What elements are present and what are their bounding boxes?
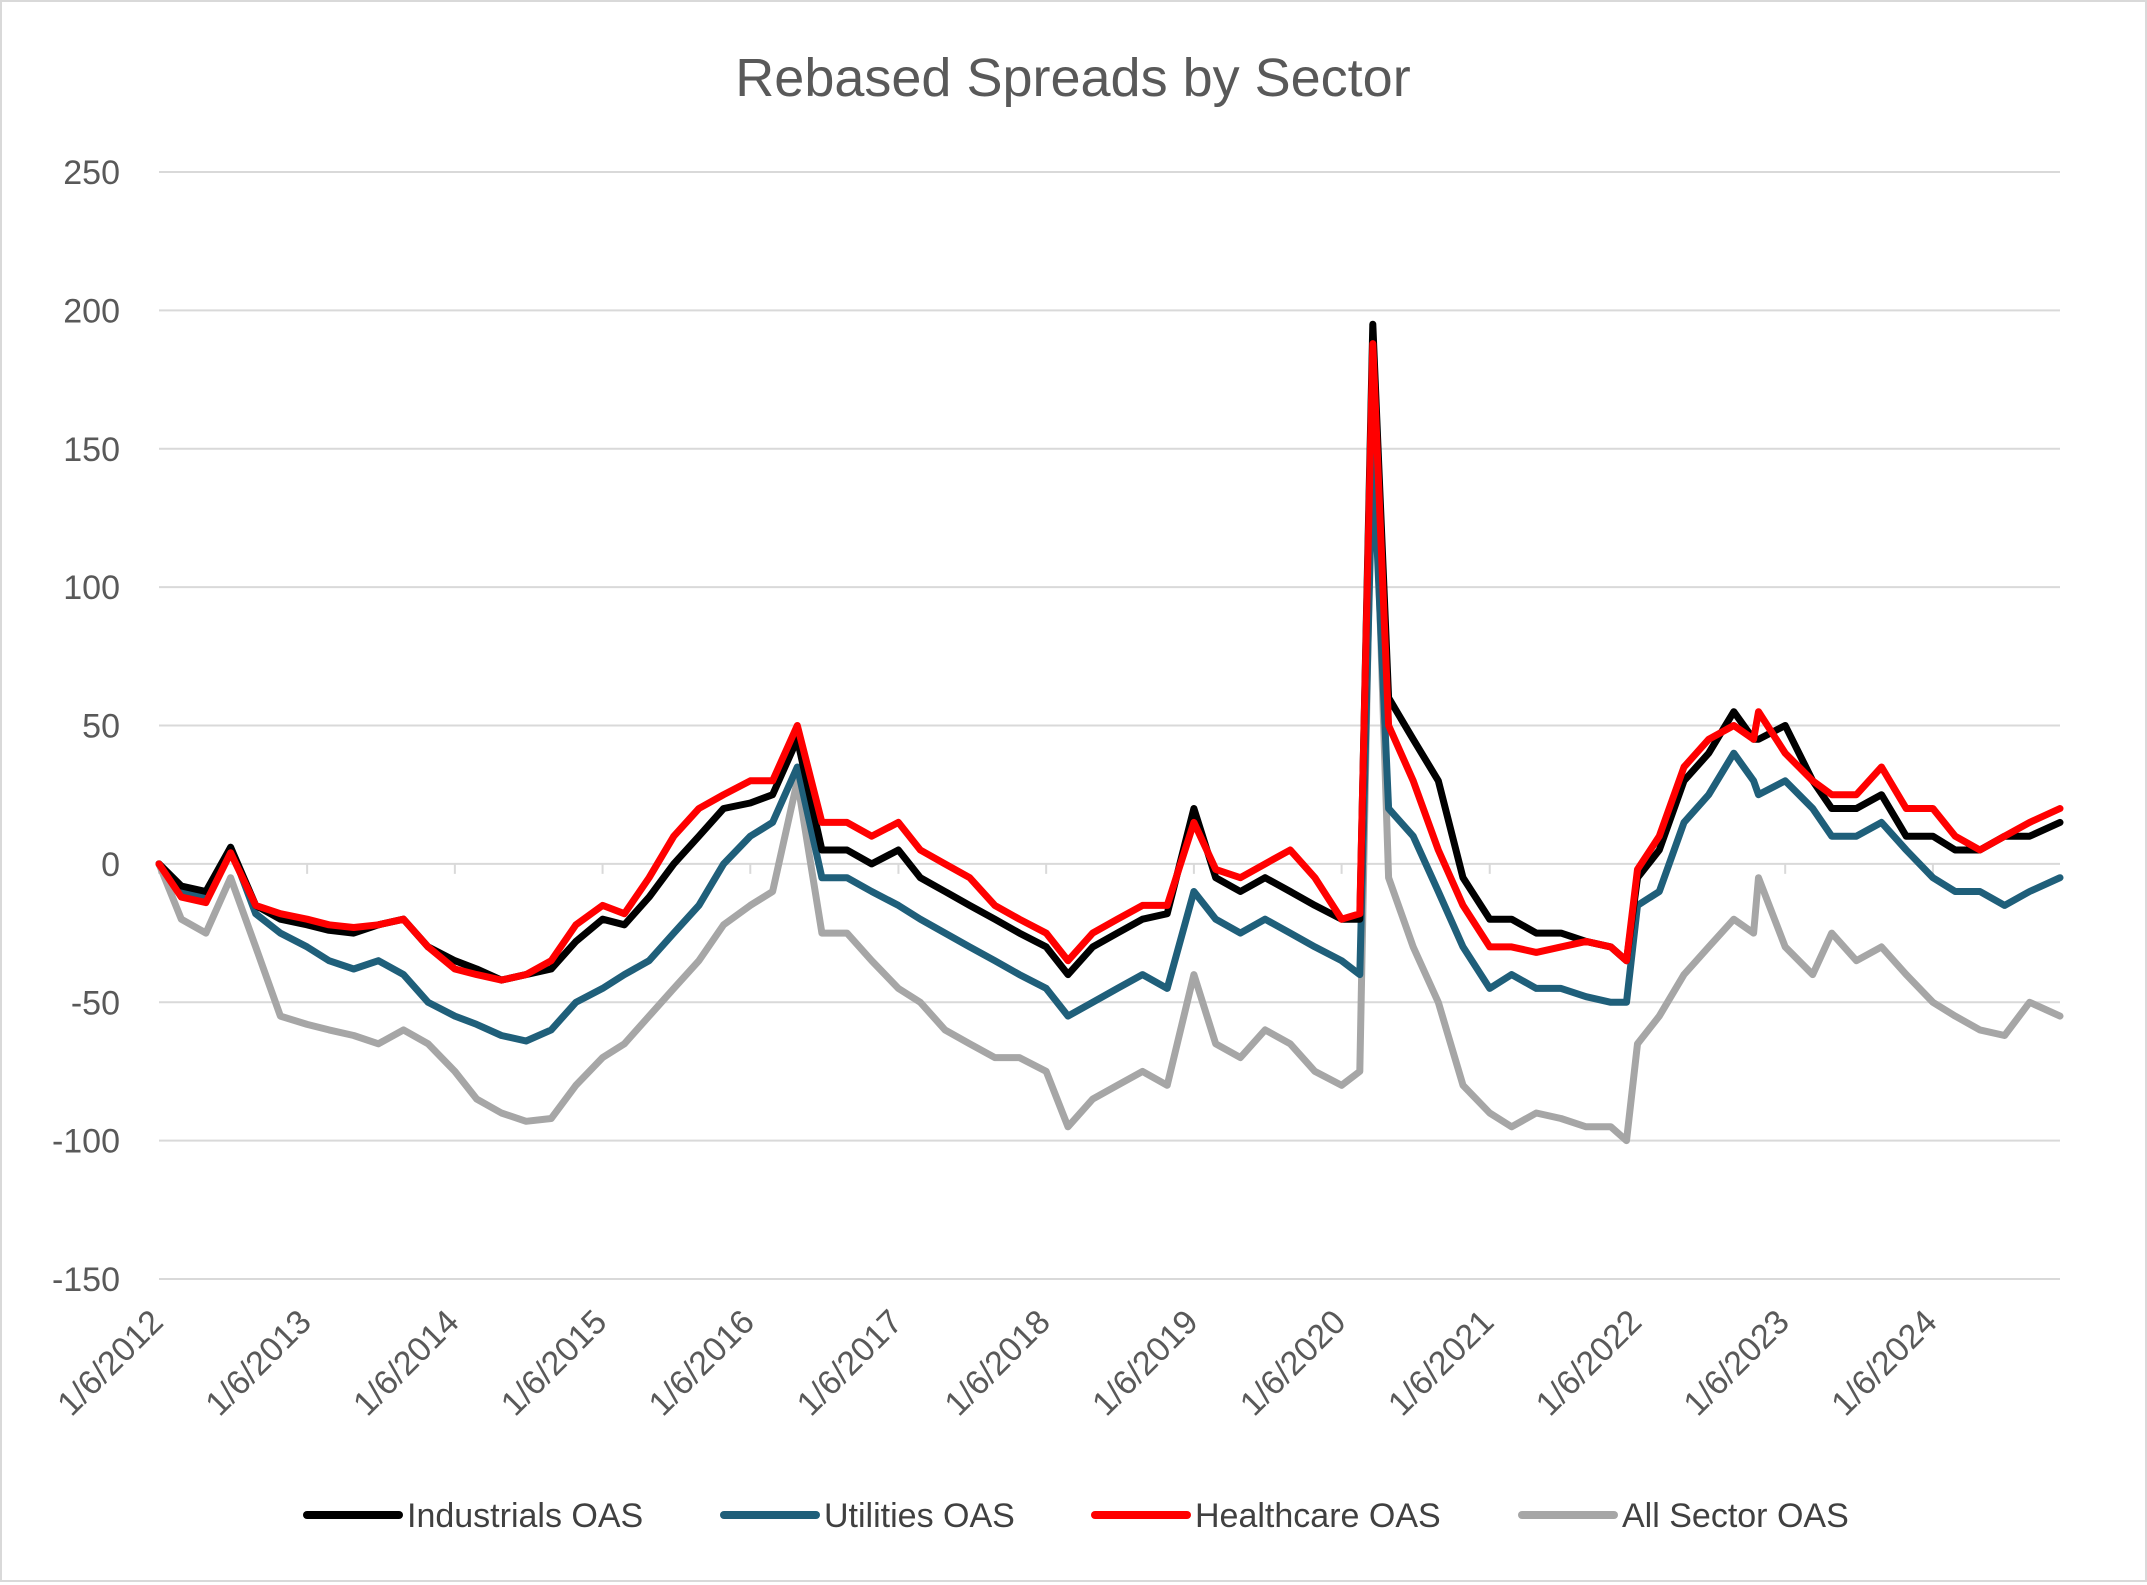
x-tick-label: 1/6/2018 — [937, 1303, 1057, 1423]
x-tick-label: 1/6/2024 — [1824, 1303, 1944, 1423]
chart-title: Rebased Spreads by Sector — [735, 48, 1410, 108]
series-lines — [155, 320, 2064, 1145]
series-line-utilities-oas — [155, 445, 2064, 1045]
legend-label: All Sector OAS — [1622, 1497, 1849, 1535]
x-tick-label: 1/6/2019 — [1085, 1303, 1205, 1423]
x-tick-label: 1/6/2013 — [198, 1303, 318, 1423]
y-tick-label: 200 — [63, 292, 120, 330]
legend: Industrials OAS Utilities OAS Healthcare O… — [303, 1497, 1849, 1535]
y-tick-label: 0 — [101, 846, 120, 884]
y-tick-label: 250 — [63, 154, 120, 192]
y-tick-label: -50 — [71, 984, 120, 1022]
y-tick-label: 50 — [82, 708, 120, 746]
x-axis-tick-labels: 1/6/2012 1/6/2013 1/6/2014 1/6/2015 1/6/2016… — [50, 863, 1945, 1423]
x-tick-label: 1/6/2014 — [346, 1303, 466, 1423]
x-tick-label: 1/6/2016 — [641, 1303, 761, 1423]
x-tick-label: 1/6/2012 — [50, 1303, 170, 1423]
y-tick-label: -150 — [52, 1261, 120, 1299]
y-tick-label: 150 — [63, 431, 120, 469]
x-tick-label: 1/6/2017 — [790, 1303, 910, 1423]
y-tick-label: 100 — [63, 569, 120, 607]
y-axis-tick-labels: 250 200 150 100 50 0 -50 -100 -150 — [52, 154, 120, 1299]
series-line-healthcare-oas — [155, 340, 2064, 984]
x-tick-label: 1/6/2023 — [1676, 1303, 1796, 1423]
gridlines — [159, 171, 2060, 1280]
x-tick-label: 1/6/2021 — [1381, 1303, 1501, 1423]
x-tick-label: 1/6/2020 — [1233, 1303, 1353, 1423]
legend-label: Industrials OAS — [407, 1497, 643, 1535]
legend-label: Healthcare OAS — [1195, 1497, 1441, 1535]
legend-label: Utilities OAS — [824, 1497, 1015, 1535]
series-line-all-sector-oas — [155, 389, 2064, 1145]
x-tick-label: 1/6/2015 — [494, 1303, 614, 1423]
y-tick-label: -100 — [52, 1123, 120, 1161]
x-tick-label: 1/6/2022 — [1529, 1303, 1649, 1423]
series-line-industrials-oas — [155, 320, 2064, 984]
